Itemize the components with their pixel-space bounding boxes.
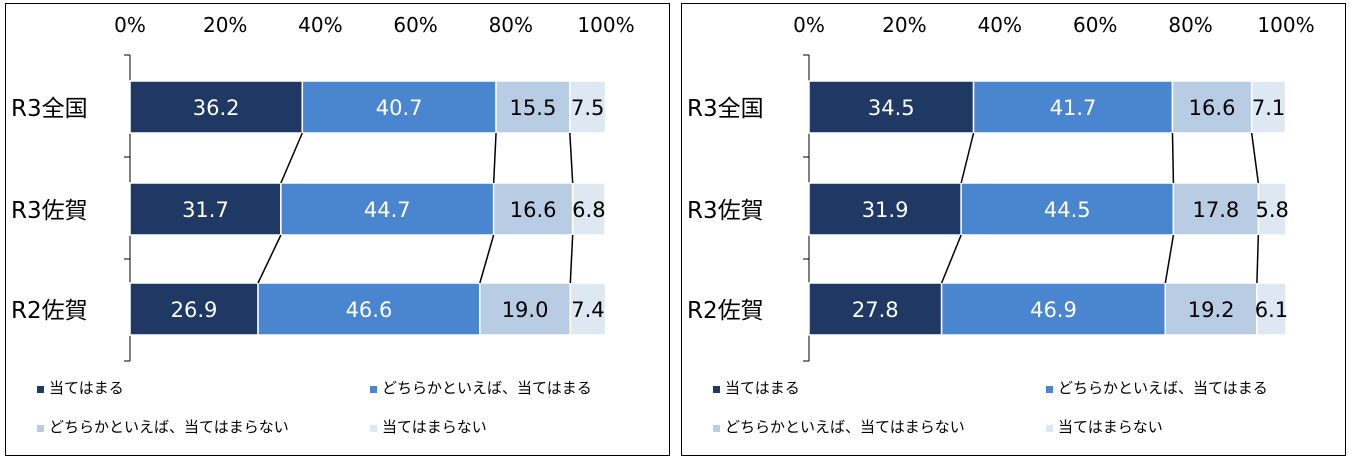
data-label: 7.5 [571,96,604,120]
category-label: R3全国 [687,96,764,122]
x-tick-label: 60% [393,13,437,37]
x-tick-label: 40% [298,13,342,37]
data-label: 44.5 [1044,198,1091,222]
series-connector [1250,132,1260,184]
bar-segment [1172,182,1260,236]
bar-segment [960,182,1175,236]
category-label: R3佐賀 [687,198,764,224]
legend-label: 当てはまらない [382,418,487,436]
data-label: 7.1 [1252,96,1285,120]
bar-segment [1250,80,1287,134]
data-label: 15.5 [510,96,557,120]
series-connector [257,234,282,284]
bar-segment [808,80,975,134]
series-connector [960,132,975,184]
x-tick-label: 100% [577,13,634,37]
data-label: 19.2 [1188,298,1235,322]
x-tick-label: 100% [1257,13,1314,37]
bar-segment [972,80,1174,134]
data-label: 34.5 [868,96,915,120]
x-tick-label: 60% [1073,13,1117,37]
legend-label: 当てはまらない [1058,418,1163,436]
bar-segment [569,282,607,336]
bar-segment [301,80,497,134]
data-label: 41.7 [1050,96,1097,120]
data-label: 31.9 [862,198,909,222]
data-label: 46.6 [346,298,393,322]
bar-segment [808,282,943,336]
data-label: 16.6 [1189,96,1236,120]
series-connector [940,234,962,284]
series-connector [1164,234,1175,284]
legend-swatch [713,425,720,432]
bar-segment [257,282,481,336]
bar-segment [280,182,495,236]
category-label: R3佐賀 [11,198,88,224]
data-label: 46.9 [1030,298,1077,322]
data-label: 36.2 [193,96,240,120]
legend-swatch [37,425,44,432]
bar-segment [571,182,606,236]
x-tick-label: 80% [1168,13,1212,37]
series-connector [492,132,497,184]
legend-swatch [370,386,377,393]
bar-segment [1256,282,1287,336]
data-label: 17.8 [1192,198,1239,222]
legend-swatch [1046,386,1053,393]
legend-swatch [1046,425,1053,432]
data-label: 6.1 [1255,298,1288,322]
chart-panel-1: 0% 20% 40% 60% 80% 100% 36.2 40.7 15.5 7.5 R3全国 31.… [5,3,670,456]
bar-segment [1257,182,1287,236]
series-connector [280,132,304,184]
data-label: 26.9 [171,298,218,322]
data-label: 40.7 [376,96,423,120]
category-label: R2佐賀 [687,298,764,324]
data-label: 44.7 [364,198,411,222]
bar-segment [129,80,304,134]
series-connector [569,234,574,284]
category-label: R2佐賀 [11,298,88,324]
x-tick-label: 0% [114,13,146,37]
data-label: 19.0 [502,298,549,322]
data-label: 16.6 [510,198,557,222]
x-tick-label: 0% [793,13,825,37]
x-tick-label: 80% [489,13,533,37]
data-label: 7.4 [571,298,604,322]
bar-segment [569,80,607,134]
series-connector [1171,132,1175,184]
data-label: 6.8 [572,198,605,222]
chart-panel-2: 0% 20% 40% 60% 80% 100% 34.5 41.7 16.6 7.1 R3全国 31.… [681,3,1346,456]
category-label: R3全国 [11,96,88,122]
x-tick-label: 20% [203,13,247,37]
legend-label: どちらかといえば、当てはまらない [49,418,289,436]
series-connector [569,132,574,184]
data-label: 27.8 [852,298,899,322]
legend-label: どちらかといえば、当てはまる [382,379,592,397]
legend-label: どちらかといえば、当てはまる [1058,379,1268,397]
series-connector [479,234,495,284]
legend-label: どちらかといえば、当てはまらない [725,418,965,436]
bar-segment [808,182,962,236]
series-connector [1256,234,1260,284]
legend-label: 当てはまる [49,379,124,397]
legend-swatch [37,386,44,393]
x-tick-label: 40% [978,13,1022,37]
data-label: 5.8 [1255,198,1288,222]
legend-swatch [370,425,377,432]
legend-label: 当てはまる [725,379,800,397]
x-tick-label: 20% [882,13,926,37]
legend-swatch [713,386,720,393]
data-label: 31.7 [182,198,229,222]
